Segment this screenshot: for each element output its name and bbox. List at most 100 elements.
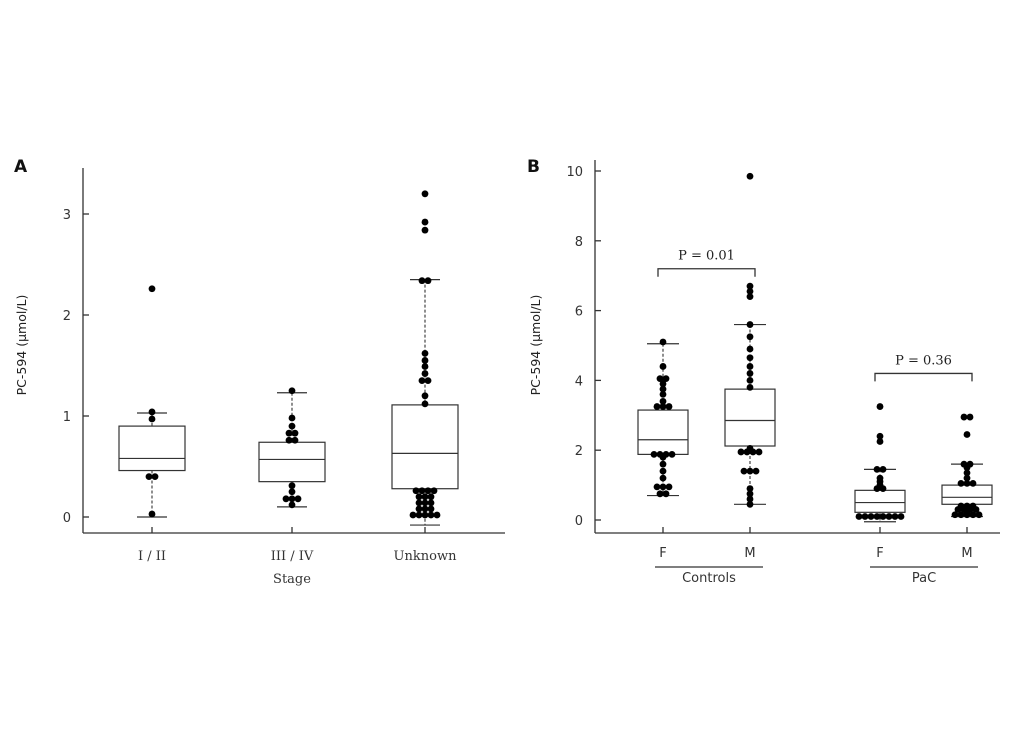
x-tick-label: F bbox=[659, 546, 666, 561]
data-point bbox=[746, 282, 754, 290]
data-point bbox=[969, 502, 977, 510]
box bbox=[941, 484, 993, 505]
data-point bbox=[656, 375, 664, 383]
y-tick-label: 4 bbox=[575, 374, 583, 389]
data-point bbox=[897, 513, 905, 520]
data-point bbox=[288, 387, 296, 395]
panel-b-letter: B bbox=[527, 157, 540, 177]
data-point bbox=[148, 408, 156, 416]
data-point bbox=[288, 488, 296, 496]
data-point bbox=[876, 403, 884, 410]
data-point bbox=[891, 513, 899, 520]
data-point bbox=[746, 321, 754, 328]
panel-a-plot: 0 1 2 3 I / II III / IV Unknown bbox=[63, 168, 505, 564]
y-tick-label: 3 bbox=[63, 208, 71, 223]
data-point bbox=[415, 505, 423, 513]
data-point bbox=[659, 483, 667, 491]
data-point bbox=[659, 403, 667, 410]
data-point bbox=[746, 445, 754, 452]
data-point bbox=[740, 467, 748, 475]
panel-a-letter: A bbox=[14, 157, 28, 177]
data-point bbox=[424, 377, 432, 385]
data-point bbox=[746, 288, 754, 295]
data-point bbox=[151, 473, 159, 480]
data-point bbox=[409, 511, 417, 519]
data-point bbox=[427, 499, 435, 507]
data-point bbox=[285, 436, 293, 444]
data-point bbox=[433, 511, 441, 519]
y-tick-label: 6 bbox=[575, 305, 583, 320]
data-point bbox=[412, 487, 420, 495]
data-point bbox=[148, 415, 156, 423]
data-point bbox=[421, 392, 429, 400]
data-point bbox=[752, 467, 760, 475]
data-point bbox=[963, 502, 971, 510]
panel-b-ylabel: PC-594 (μmol/L) bbox=[528, 295, 543, 396]
data-point bbox=[430, 487, 438, 495]
data-point bbox=[960, 460, 968, 468]
y-tick-label: 0 bbox=[63, 511, 71, 526]
data-point bbox=[421, 505, 429, 513]
data-point bbox=[415, 511, 423, 519]
x-tick-label: I / II bbox=[138, 549, 166, 564]
data-point bbox=[424, 487, 432, 495]
data-point bbox=[876, 474, 884, 482]
data-point bbox=[659, 380, 667, 388]
y-tick-label: 1 bbox=[63, 410, 71, 425]
data-point bbox=[656, 450, 664, 458]
data-point bbox=[421, 400, 429, 408]
x-tick-label: Unknown bbox=[394, 549, 458, 564]
data-point bbox=[746, 500, 754, 508]
data-point bbox=[957, 511, 965, 519]
data-point bbox=[746, 485, 754, 492]
data-point bbox=[963, 474, 971, 482]
data-point bbox=[746, 354, 754, 362]
data-point bbox=[951, 511, 959, 519]
data-point bbox=[873, 513, 881, 520]
data-point bbox=[969, 511, 977, 519]
data-point bbox=[855, 513, 863, 520]
data-point bbox=[873, 465, 881, 473]
data-point bbox=[969, 479, 977, 487]
data-point bbox=[145, 473, 153, 480]
data-point bbox=[291, 429, 299, 437]
data-point bbox=[957, 502, 965, 510]
data-point bbox=[148, 510, 156, 518]
data-point bbox=[975, 511, 983, 519]
data-point bbox=[746, 490, 754, 498]
data-point bbox=[421, 493, 429, 501]
data-point bbox=[966, 460, 974, 468]
data-point bbox=[963, 479, 971, 487]
data-point bbox=[665, 403, 673, 410]
x-tick-label: F bbox=[876, 546, 883, 561]
box bbox=[724, 388, 776, 447]
significance-bracket bbox=[874, 372, 973, 382]
data-point bbox=[879, 513, 887, 520]
panel-a-ylabel: PC-594 (μmol/L) bbox=[14, 295, 29, 396]
data-point bbox=[963, 469, 971, 477]
data-point bbox=[421, 499, 429, 507]
data-point bbox=[427, 511, 435, 519]
data-point bbox=[746, 293, 754, 301]
box bbox=[637, 409, 689, 455]
data-point bbox=[662, 450, 670, 458]
data-point bbox=[288, 414, 296, 422]
data-point bbox=[960, 413, 968, 421]
data-point bbox=[288, 422, 296, 430]
data-point bbox=[656, 490, 664, 498]
data-point bbox=[662, 375, 670, 383]
pac-group-label: PaC bbox=[912, 571, 936, 586]
data-point bbox=[746, 370, 754, 377]
controls-group-label: Controls bbox=[682, 571, 736, 586]
data-point bbox=[659, 467, 667, 475]
data-point bbox=[421, 370, 429, 377]
box bbox=[258, 441, 326, 483]
data-point bbox=[421, 226, 429, 234]
x-tick-label: M bbox=[961, 546, 972, 561]
box bbox=[391, 404, 459, 490]
data-point bbox=[421, 218, 429, 226]
data-point bbox=[418, 487, 426, 495]
data-point bbox=[291, 436, 299, 444]
data-point bbox=[421, 190, 429, 198]
